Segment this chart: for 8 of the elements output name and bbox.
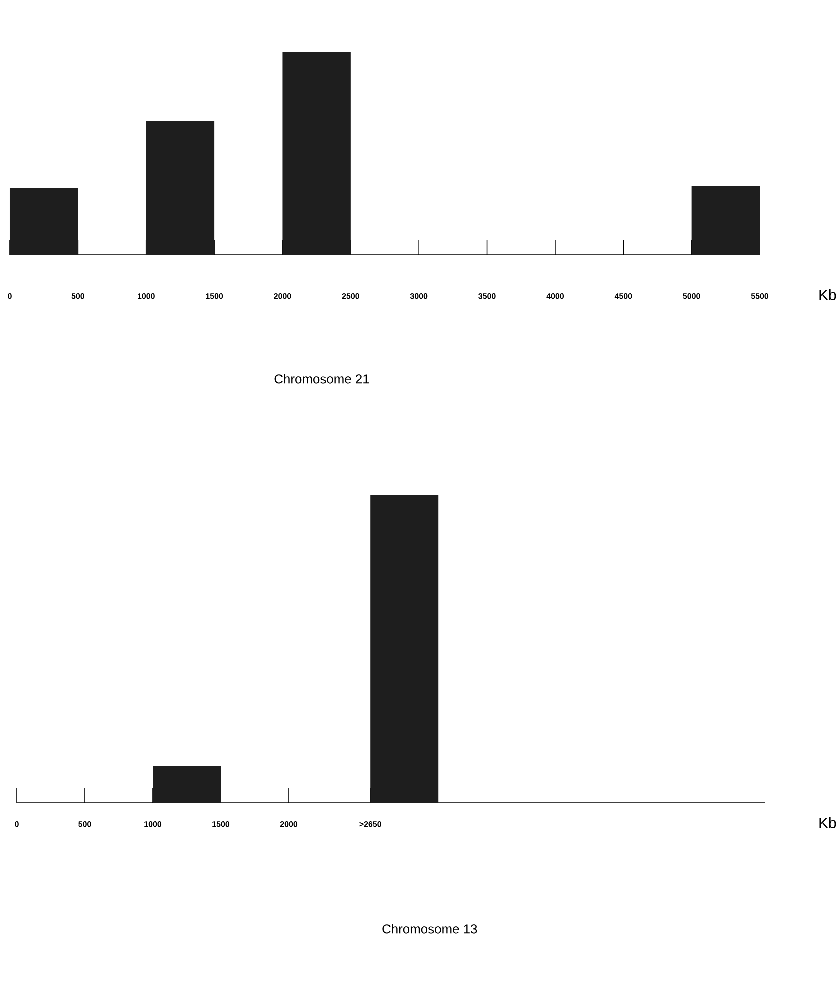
x-axis-title: Kb xyxy=(820,290,836,300)
bar xyxy=(282,52,351,255)
text: Chromosome 13 xyxy=(382,924,478,934)
x-axis-title: Kb xyxy=(820,818,836,828)
bar xyxy=(692,186,760,255)
text: Chromosome 21 xyxy=(274,374,370,384)
bar xyxy=(146,121,215,255)
bar xyxy=(10,188,78,255)
